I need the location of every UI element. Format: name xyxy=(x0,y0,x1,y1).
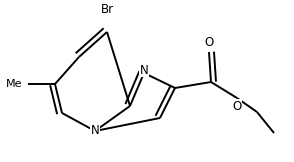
Text: N: N xyxy=(140,64,148,76)
Text: Me: Me xyxy=(6,79,22,89)
Text: N: N xyxy=(91,125,99,138)
Text: O: O xyxy=(204,36,214,49)
Text: Br: Br xyxy=(101,3,113,16)
Text: O: O xyxy=(232,100,242,113)
